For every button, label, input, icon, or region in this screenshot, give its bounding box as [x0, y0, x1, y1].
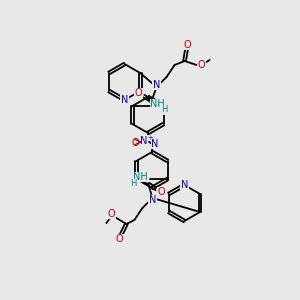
Text: NH: NH — [150, 99, 165, 109]
Text: NH: NH — [133, 172, 148, 182]
Text: H: H — [161, 106, 168, 115]
Text: O: O — [131, 138, 139, 148]
Text: N: N — [151, 139, 159, 149]
Text: O: O — [108, 209, 115, 219]
Text: +: + — [147, 135, 153, 141]
Text: O: O — [158, 187, 165, 197]
Text: N: N — [140, 136, 148, 146]
Text: O: O — [184, 40, 191, 50]
Text: N: N — [181, 180, 188, 190]
Text: N: N — [153, 80, 160, 90]
Text: N: N — [149, 195, 156, 205]
Text: N: N — [121, 95, 128, 105]
Text: N: N — [181, 180, 188, 190]
Text: H: H — [130, 179, 137, 188]
Text: O: O — [198, 60, 206, 70]
Text: O: O — [116, 234, 123, 244]
Text: O: O — [135, 88, 142, 98]
